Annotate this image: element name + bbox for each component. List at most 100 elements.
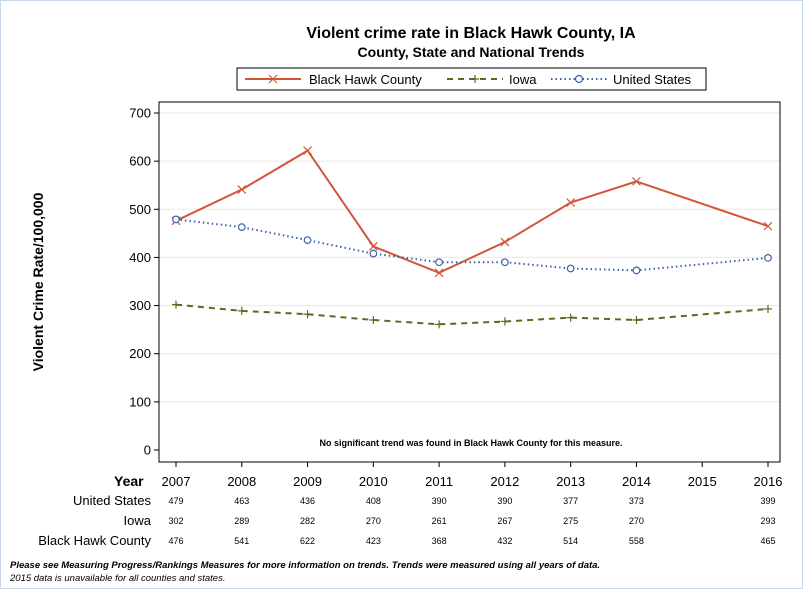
chart-title: Violent crime rate in Black Hawk County,…: [306, 25, 636, 42]
x-tick-label: 2008: [227, 474, 256, 489]
table-cell: 390: [432, 496, 447, 506]
table-cell: 377: [563, 496, 578, 506]
data-point-black-hawk-county: [434, 268, 444, 278]
table-cell: 270: [366, 516, 381, 526]
data-point-united-states: [435, 258, 444, 267]
data-point-united-states: [500, 258, 509, 267]
x-tick-label: 2010: [359, 474, 388, 489]
table-cell: 541: [234, 536, 249, 546]
y-tick-label: 600: [129, 154, 151, 169]
data-point-united-states: [566, 264, 575, 273]
table-row-label: Iowa: [124, 513, 152, 528]
data-point-united-states: [237, 223, 246, 231]
legend-item-united-states: United States: [551, 72, 692, 87]
legend-label-united-states: United States: [613, 72, 692, 87]
y-tick-label: 500: [129, 202, 151, 217]
legend: Black Hawk County Iowa United States: [236, 67, 707, 91]
y-axis-label: Violent Crime Rate/100,000: [30, 192, 46, 371]
x-tick-label: 2007: [162, 474, 191, 489]
data-point-iowa: [764, 304, 772, 313]
table-cell: 275: [563, 516, 578, 526]
data-point-iowa: [237, 306, 246, 315]
table-cell: 423: [366, 536, 381, 546]
data-point-iowa: [172, 300, 180, 309]
x-tick-label: 2013: [556, 474, 585, 489]
x-tick-label: 2016: [754, 474, 783, 489]
table-cell: 289: [234, 516, 249, 526]
table-cell: 622: [300, 536, 315, 546]
year-axis-label: Year: [114, 473, 144, 489]
table-cell: 463: [234, 496, 249, 506]
data-point-black-hawk-county: [500, 237, 510, 247]
chart-subtitle: County, State and National Trends: [358, 44, 585, 60]
data-point-iowa: [566, 313, 575, 322]
series-line-iowa: [175, 303, 769, 326]
table-cell: 270: [629, 516, 644, 526]
data-point-united-states: [764, 254, 772, 262]
table-cell: 368: [432, 536, 447, 546]
y-axis-ticks: 0 100 200 300 400 500 600 700: [129, 106, 159, 458]
y-tick-label: 0: [144, 443, 151, 458]
data-point-iowa: [303, 310, 312, 319]
x-tick-label: 2012: [490, 474, 519, 489]
data-point-iowa: [632, 316, 641, 325]
table-cell: 465: [760, 536, 775, 546]
table-cell: 390: [497, 496, 512, 506]
y-tick-label: 700: [129, 106, 151, 121]
footnote-2015: 2015 data is unavailable for all countie…: [9, 573, 225, 584]
table-cell: 302: [168, 516, 183, 526]
y-tick-label: 200: [129, 346, 151, 361]
data-point-black-hawk-county: [303, 146, 312, 155]
table-cell: 261: [432, 516, 447, 526]
data-point-black-hawk-county: [566, 198, 576, 207]
x-tick-label: 2011: [425, 474, 453, 489]
legend-item-black-hawk-county: Black Hawk County: [245, 72, 422, 87]
data-point-black-hawk-county: [368, 241, 378, 251]
data-point-black-hawk-county: [237, 185, 247, 194]
table-cell: 267: [497, 516, 512, 526]
data-point-united-states: [369, 249, 378, 258]
table-cell: 399: [760, 496, 775, 506]
y-tick-label: 100: [129, 394, 151, 409]
x-axis-ticks: 2007 2008 2009 2010 2011 2012 2013 2014 2015 2016: [162, 462, 783, 489]
plus-marker-icon: [471, 75, 479, 83]
series-line-united-states: [175, 218, 769, 272]
table-row-label: Black Hawk County: [38, 533, 151, 548]
table-cell: 282: [300, 516, 315, 526]
x-tick-label: 2009: [293, 474, 322, 489]
circle-marker-icon: [574, 74, 584, 84]
table-cell: 479: [168, 496, 183, 506]
gridlines: [159, 112, 780, 403]
footnote-trends: Please see Measuring Progress/Rankings M…: [10, 560, 600, 571]
series-lines: [171, 146, 773, 329]
y-tick-label: 300: [129, 298, 151, 313]
x-tick-label: 2015: [688, 474, 717, 489]
table-cell: 558: [629, 536, 644, 546]
data-point-united-states: [632, 266, 641, 275]
legend-item-iowa: Iowa: [447, 72, 537, 87]
table-row-label: United States: [73, 493, 152, 508]
data-point-black-hawk-county: [632, 176, 641, 186]
data-point-iowa: [500, 317, 509, 326]
data-point-united-states: [303, 236, 312, 244]
trend-annotation: No significant trend was found in Black …: [319, 438, 622, 448]
table-cell: 476: [168, 536, 183, 546]
data-table: United States 479 463 436 408 390 390 377 373 399…: [38, 493, 775, 548]
legend-label-iowa: Iowa: [509, 72, 537, 87]
series-line-black-hawk-county: [175, 149, 769, 274]
data-point-iowa: [435, 320, 444, 329]
table-cell: 514: [563, 536, 578, 546]
table-cell: 373: [629, 496, 644, 506]
table-cell: 293: [760, 516, 775, 526]
data-point-united-states: [172, 215, 180, 224]
table-cell: 408: [366, 496, 381, 506]
data-point-iowa: [369, 316, 378, 325]
y-tick-label: 400: [129, 250, 151, 265]
legend-label-black-hawk-county: Black Hawk County: [309, 72, 422, 87]
x-tick-label: 2014: [622, 474, 651, 489]
data-point-black-hawk-county: [763, 221, 773, 231]
x-marker-icon: [268, 74, 278, 84]
table-cell: 436: [300, 496, 315, 506]
